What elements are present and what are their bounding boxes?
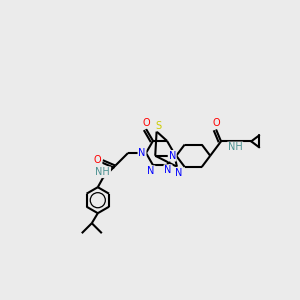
Text: S: S: [155, 121, 162, 130]
Text: N: N: [169, 151, 176, 161]
Text: N: N: [138, 148, 146, 158]
Text: O: O: [94, 155, 102, 165]
Text: O: O: [142, 118, 150, 128]
Text: N: N: [147, 166, 155, 176]
Text: NH: NH: [95, 167, 110, 177]
Text: O: O: [212, 118, 220, 128]
Text: N: N: [164, 165, 172, 175]
Text: NH: NH: [228, 142, 243, 152]
Text: N: N: [175, 168, 183, 178]
